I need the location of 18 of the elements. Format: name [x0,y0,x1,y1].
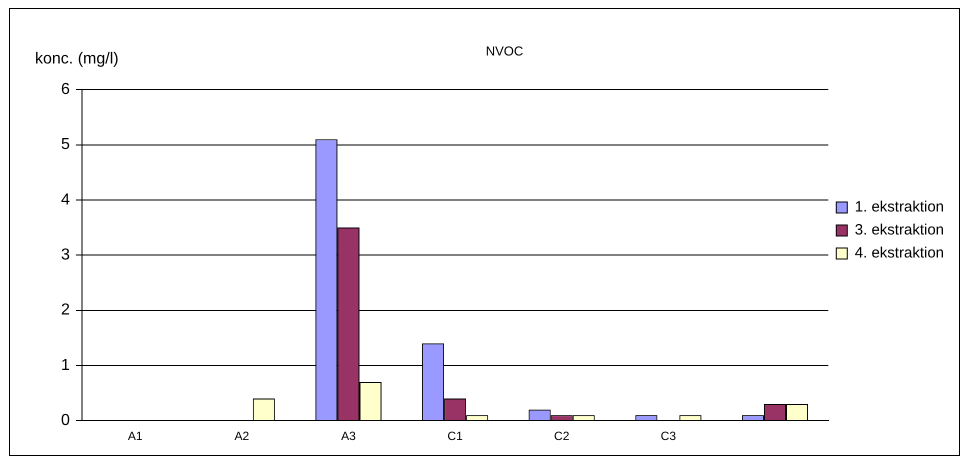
y-tick-label: 3 [60,246,70,264]
legend-label: 1. ekstraktion [854,198,944,216]
x-tick-label: C2 [554,429,570,444]
y-tick-label: 6 [60,81,70,98]
y-tick-label: 2 [60,302,70,319]
y-tick-label: 0 [60,412,70,430]
y-axis-title: konc. (mg/l) [35,50,119,68]
x-tick-label: C1 [447,429,464,444]
x-tick-label: A3 [341,429,356,444]
y-tick-label: 1 [60,356,70,374]
legend-label: 4. ekstraktion [854,244,944,262]
x-tick-label: A1 [128,429,143,444]
x-tick-label: A2 [234,429,250,444]
legend-label: 3. ekstraktion [854,222,944,239]
x-tick-label: C3 [660,429,676,444]
y-tick-label: 4 [60,191,70,208]
chart-title: NVOC [486,43,524,58]
y-tick-label: 5 [60,136,70,154]
